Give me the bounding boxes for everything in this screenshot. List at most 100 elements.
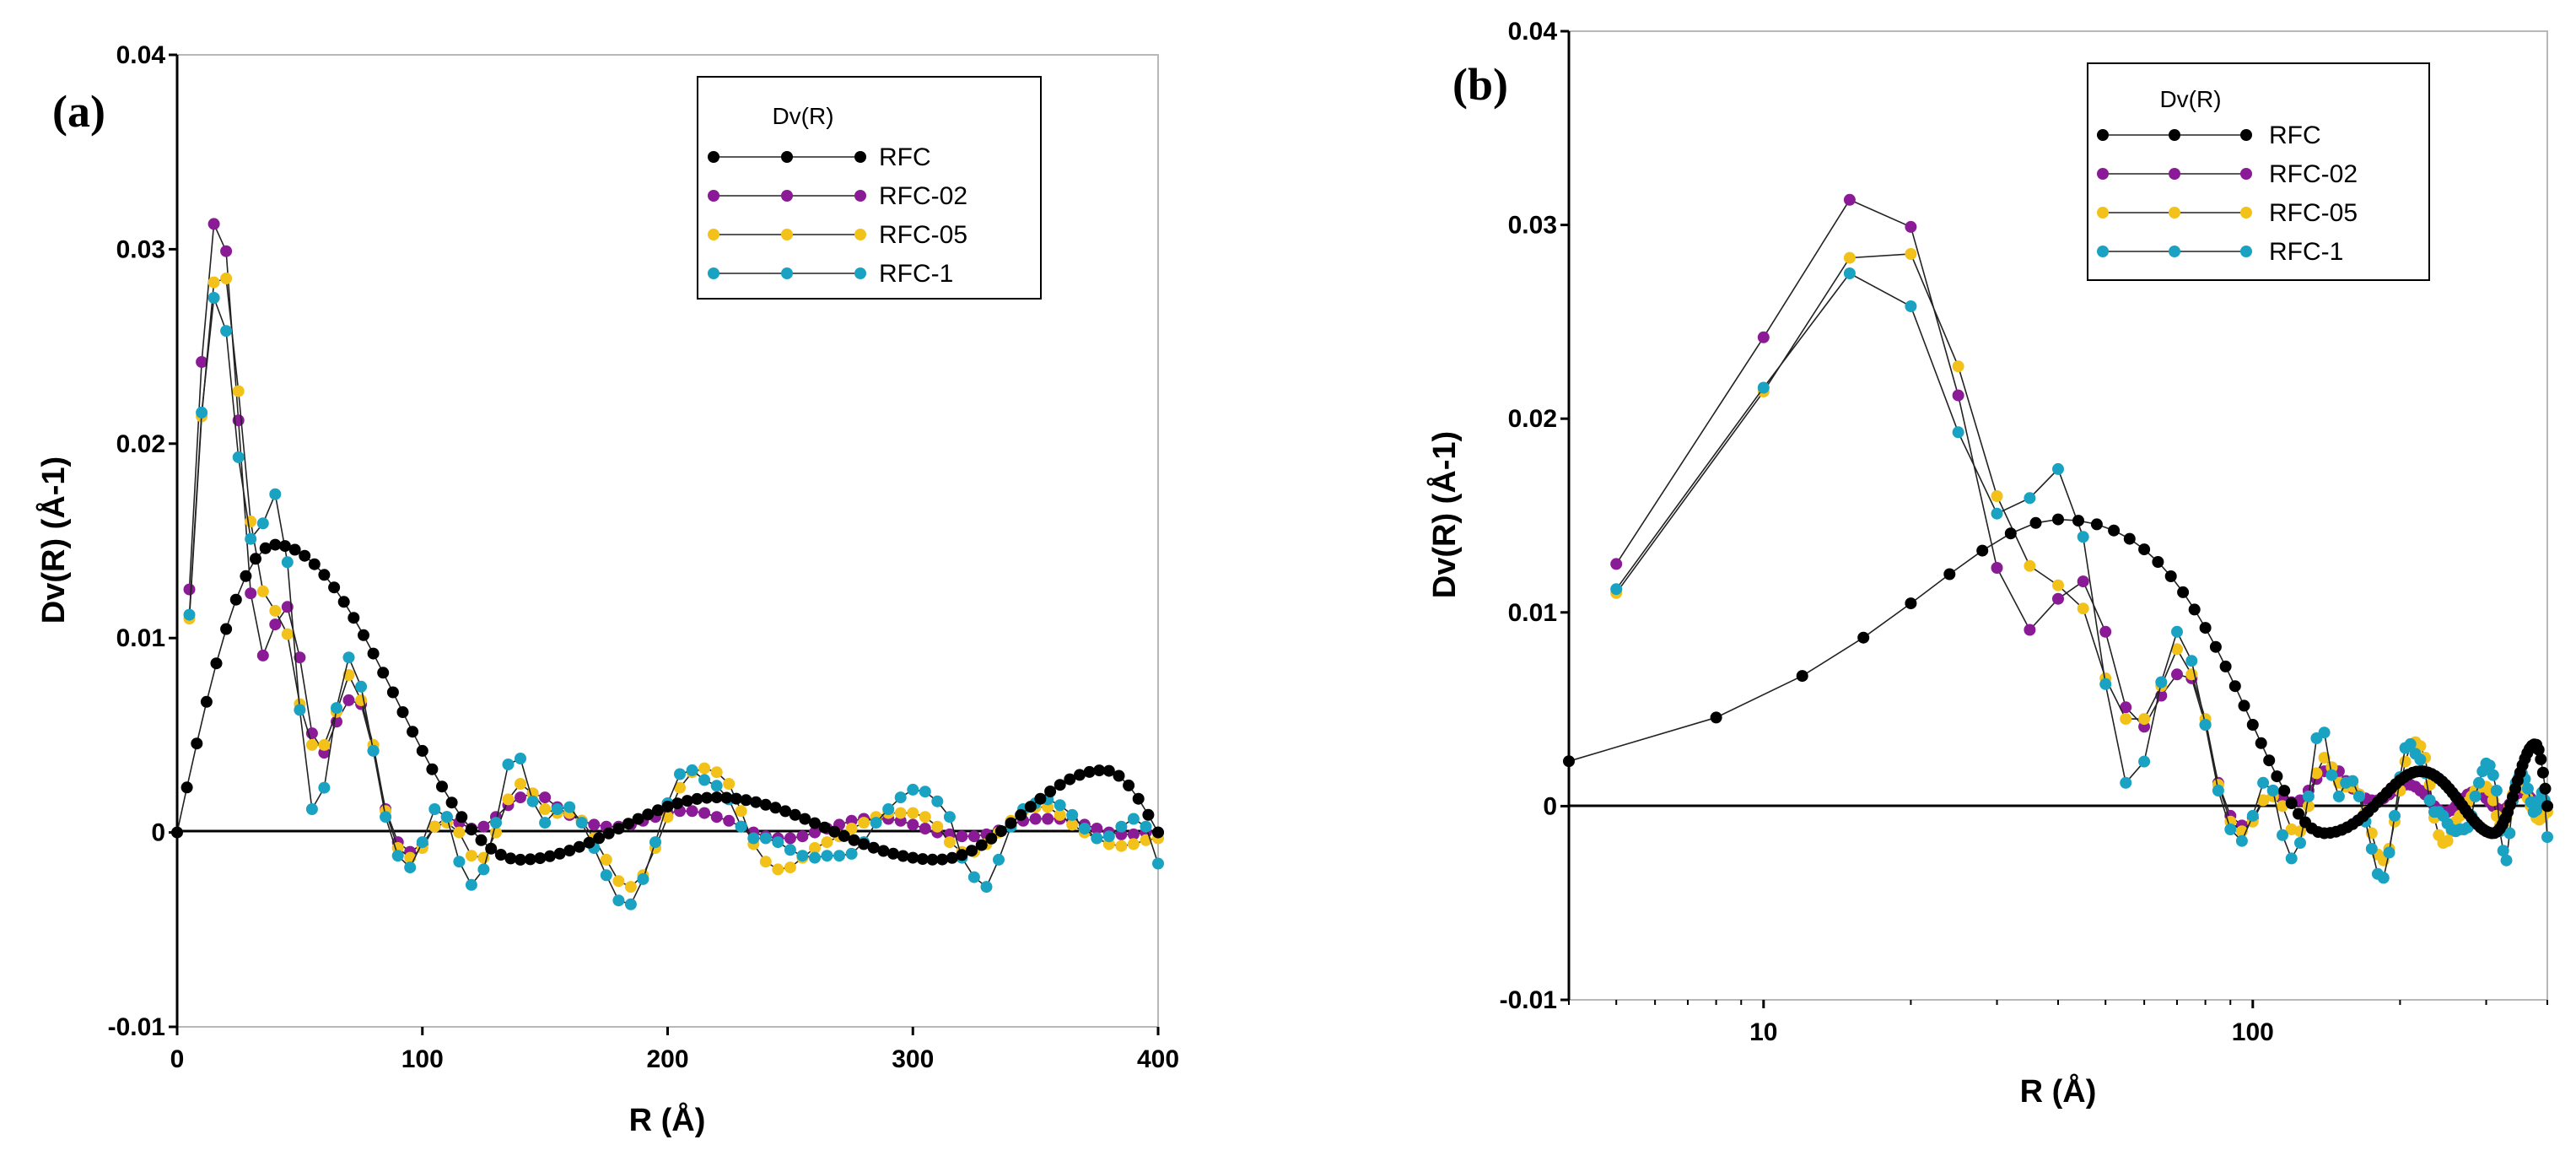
data-point-rfc-05 xyxy=(256,585,269,597)
data-point-rfc-1 xyxy=(686,764,698,776)
x-axis-label-b: R (Å) xyxy=(2020,1072,2097,1110)
data-point-rfc xyxy=(250,553,261,565)
data-point-rfc-05 xyxy=(539,803,552,815)
data-point-rfc xyxy=(2052,513,2064,526)
data-point-rfc xyxy=(1064,773,1076,786)
data-point-rfc-05 xyxy=(453,826,466,839)
data-point-rfc-05 xyxy=(1066,818,1079,831)
data-point-rfc-1 xyxy=(980,881,993,894)
data-point-rfc-05 xyxy=(931,820,944,833)
legend-marker xyxy=(2097,129,2109,141)
data-point-rfc-1 xyxy=(2212,785,2224,796)
data-point-rfc-02 xyxy=(1905,220,1917,233)
legend-label: RFC-1 xyxy=(879,260,953,288)
data-point-rfc-05 xyxy=(502,793,515,806)
data-point-rfc-02 xyxy=(269,618,282,631)
y-tick-label: 0.04 xyxy=(116,41,166,69)
data-point-rfc-1 xyxy=(2404,737,2417,750)
data-point-rfc-1 xyxy=(2347,775,2359,787)
data-point-rfc xyxy=(1976,544,1989,557)
data-point-rfc xyxy=(1132,792,1145,805)
data-point-rfc-02 xyxy=(723,814,736,827)
y-tick-label: 0.02 xyxy=(1508,405,1557,433)
data-point-rfc-1 xyxy=(2120,776,2132,789)
data-point-rfc-1 xyxy=(2332,790,2345,802)
legend-label: RFC-05 xyxy=(879,221,967,249)
data-point-rfc-1 xyxy=(845,847,858,860)
data-point-rfc xyxy=(191,737,203,750)
y-tick-label: 0 xyxy=(151,819,165,847)
data-point-rfc xyxy=(759,798,772,811)
data-point-rfc-1 xyxy=(2099,678,2112,690)
legend-label: RFC-02 xyxy=(879,182,967,210)
data-point-rfc xyxy=(789,808,801,821)
data-point-rfc-05 xyxy=(232,385,245,397)
legend-marker xyxy=(2169,246,2180,257)
data-point-rfc xyxy=(534,852,547,865)
data-point-rfc xyxy=(985,832,998,845)
data-point-rfc xyxy=(1563,755,1575,768)
legend-marker xyxy=(2097,207,2109,219)
data-point-rfc-1 xyxy=(391,850,404,862)
data-point-rfc-1 xyxy=(993,853,1005,866)
data-point-rfc xyxy=(543,850,556,862)
data-point-rfc-1 xyxy=(809,851,821,864)
x-tick-label: 200 xyxy=(646,1045,688,1073)
legend-marker xyxy=(781,190,793,202)
data-point-rfc-02 xyxy=(1991,562,2003,574)
data-point-rfc-02 xyxy=(796,830,809,843)
data-point-rfc-02 xyxy=(967,830,980,843)
data-point-rfc xyxy=(1024,801,1037,813)
data-point-rfc xyxy=(504,852,517,865)
data-point-rfc-05 xyxy=(821,836,833,849)
y-tick-label: -0.01 xyxy=(108,1013,165,1041)
data-point-rfc xyxy=(848,834,860,846)
data-point-rfc-02 xyxy=(2171,668,2183,681)
data-point-rfc-1 xyxy=(710,780,723,792)
data-point-rfc xyxy=(2138,543,2151,556)
data-point-rfc-02 xyxy=(1757,331,1770,343)
data-point-rfc xyxy=(2123,532,2136,545)
data-point-rfc-1 xyxy=(833,850,845,862)
data-point-rfc-1 xyxy=(2490,785,2503,796)
data-point-rfc-05 xyxy=(2077,602,2089,615)
data-point-rfc-05 xyxy=(1905,248,1917,260)
data-point-rfc xyxy=(1123,779,1135,791)
data-point-rfc-02 xyxy=(477,820,490,833)
data-point-rfc xyxy=(2271,770,2283,783)
data-point-rfc xyxy=(750,796,763,808)
data-point-rfc xyxy=(867,841,880,854)
data-point-rfc xyxy=(2072,515,2084,527)
data-point-rfc-1 xyxy=(2541,831,2553,844)
data-point-rfc-1 xyxy=(207,292,220,304)
data-point-rfc xyxy=(946,851,958,864)
data-point-rfc-05 xyxy=(710,766,723,779)
data-point-rfc-1 xyxy=(624,898,637,910)
data-point-rfc-1 xyxy=(2377,872,2390,884)
data-point-rfc-1 xyxy=(796,850,809,862)
data-point-rfc-02 xyxy=(588,818,601,831)
data-point-rfc-05 xyxy=(2052,579,2064,591)
data-point-rfc-1 xyxy=(453,856,466,868)
data-point-rfc-05 xyxy=(2277,800,2288,813)
data-point-rfc xyxy=(1005,817,1017,829)
data-point-rfc-1 xyxy=(759,832,772,845)
data-point-rfc xyxy=(515,853,526,866)
data-point-rfc-1 xyxy=(1078,823,1091,834)
data-point-rfc xyxy=(220,623,233,635)
data-point-rfc-05 xyxy=(2120,713,2132,726)
data-point-rfc-1 xyxy=(2285,852,2298,865)
data-point-rfc xyxy=(210,657,223,670)
data-point-rfc-1 xyxy=(2302,790,2315,802)
data-point-rfc-1 xyxy=(2246,809,2259,822)
data-point-rfc xyxy=(593,832,606,845)
data-point-rfc-1 xyxy=(1066,808,1079,821)
data-point-rfc-02 xyxy=(907,818,919,831)
legend-box-a xyxy=(697,76,1042,300)
data-point-rfc-1 xyxy=(919,786,931,798)
data-point-rfc-1 xyxy=(612,894,625,907)
data-point-rfc-1 xyxy=(2185,655,2198,667)
data-point-rfc-1 xyxy=(551,803,563,815)
data-point-rfc-1 xyxy=(2503,827,2516,840)
data-point-rfc-02 xyxy=(196,356,208,368)
